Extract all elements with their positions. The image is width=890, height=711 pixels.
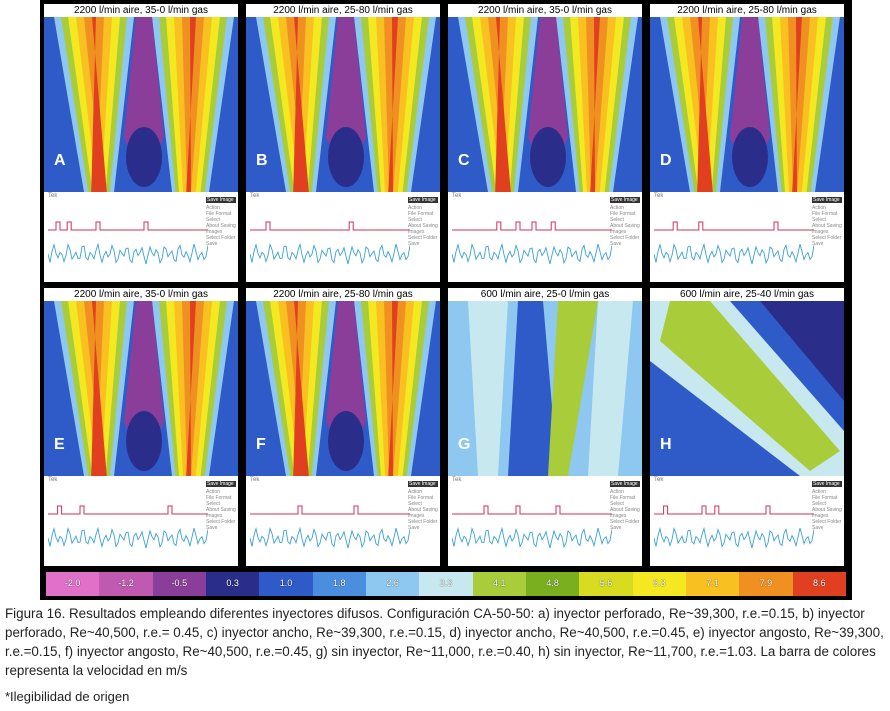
panel-b: 2200 l/min aire, 25-80 l/min gas B Tek Save…	[246, 4, 440, 282]
flow-map-image	[650, 301, 844, 476]
colorbar-label: 6.3	[653, 578, 666, 588]
flow-map-image	[44, 301, 238, 476]
scope-side-menu: Save Image Action File Format Select About S…	[812, 197, 842, 247]
colorbar-segment: -0.5	[152, 572, 206, 596]
oscilloscope-trace: Tek Save Image Action File Format Select Abou…	[448, 476, 642, 566]
scope-brand: Tek	[452, 193, 462, 199]
scope-brand: Tek	[654, 193, 664, 199]
panel-letter: F	[256, 436, 266, 453]
colorbar-label: 4.1	[493, 578, 506, 588]
panel-title: 2200 l/min aire, 35-0 l/min gas	[448, 4, 642, 17]
colorbar-label: 5.6	[599, 578, 613, 588]
oscilloscope-trace: Tek Save Image Action File Format Select Abou…	[650, 476, 844, 566]
panel-letter: C	[458, 152, 470, 169]
colorbar-label: 1.0	[279, 578, 293, 588]
colorbar-label: 0.3	[226, 578, 239, 588]
panel-a: 2200 l/min aire, 35-0 l/min gas A Tek Save …	[44, 4, 238, 282]
colorbar-label: 7.1	[706, 578, 719, 588]
panel-letter: G	[458, 436, 471, 453]
panel-h: 600 l/min aire, 25-40 l/min gas H Tek Save …	[650, 288, 844, 566]
panel-title: 2200 l/min aire, 35-0 l/min gas	[44, 288, 238, 301]
flow-map-image	[650, 17, 844, 192]
panel-title: 2200 l/min aire, 25-80 l/min gas	[650, 4, 844, 17]
colorbar-label: 2.6	[386, 578, 399, 588]
scope-side-menu: Save Image Action File Format Select About S…	[610, 481, 640, 531]
scope-side-menu: Save Image Action File Format Select About S…	[408, 481, 438, 531]
panel-letter: H	[660, 436, 672, 453]
scope-side-menu: Save Image Action File Format Select About S…	[408, 197, 438, 247]
flow-map-image	[448, 301, 642, 476]
scope-side-menu: Save Image Action File Format Select About S…	[610, 197, 640, 247]
panel-letter: D	[660, 152, 672, 169]
illegibility-note: *Ilegibilidad de origen	[5, 689, 130, 704]
scope-brand: Tek	[48, 193, 58, 199]
panel-letter: A	[54, 152, 66, 169]
colorbar-label: 8.6	[813, 578, 826, 588]
scope-side-menu: Save Image Action File Format Select About S…	[812, 481, 842, 531]
panel-letter: E	[54, 436, 65, 453]
panel-c: 2200 l/min aire, 35-0 l/min gas C Tek Save …	[448, 4, 642, 282]
panel-title: 2200 l/min aire, 25-80 l/min gas	[246, 4, 440, 17]
scope-brand: Tek	[452, 477, 462, 483]
panel-d: 2200 l/min aire, 25-80 l/min gas D Tek Save…	[650, 4, 844, 282]
flow-map-image	[246, 17, 440, 192]
save-image-label: Save Image	[408, 197, 438, 203]
scope-brand: Tek	[48, 477, 58, 483]
velocity-colorbar: -2.0 -1.2 -0.5 0.3 1.0 1.8 2.6 3.3 4.1 4.8 5.6 6.3 7…	[46, 572, 846, 596]
oscilloscope-trace: Tek Save Image Action File Format Select Abou…	[246, 476, 440, 566]
save-image-label: Save Image	[610, 197, 640, 203]
oscilloscope-trace: Tek Save Image Action File Format Select Abou…	[246, 192, 440, 282]
save-image-label: Save Image	[206, 197, 236, 203]
flow-map-image	[246, 301, 440, 476]
panel-f: 2200 l/min aire, 25-80 l/min gas F Tek Save…	[246, 288, 440, 566]
colorbar-segment: -1.2	[99, 572, 153, 596]
colorbar-label: 7.9	[759, 578, 773, 588]
scope-brand: Tek	[654, 477, 664, 483]
oscilloscope-trace: Tek Save Image Action File Format Select Abou…	[650, 192, 844, 282]
panel-title: 600 l/min aire, 25-0 l/min gas	[448, 288, 642, 301]
save-image-label: Save Image	[812, 481, 842, 487]
scope-brand: Tek	[250, 193, 260, 199]
save-image-label: Save Image	[408, 481, 438, 487]
scope-side-menu: Save Image Action File Format Select About S…	[206, 481, 236, 531]
colorbar-label: -2.0	[64, 578, 81, 588]
panel-e: 2200 l/min aire, 35-0 l/min gas E Tek Save …	[44, 288, 238, 566]
flow-map-image	[448, 17, 642, 192]
oscilloscope-trace: Tek Save Image Action File Format Select Abou…	[44, 192, 238, 282]
figure-caption: Figura 16. Resultados empleando diferent…	[5, 606, 884, 678]
colorbar-segment: 1.0	[259, 572, 313, 596]
scope-side-menu: Save Image Action File Format Select About S…	[206, 197, 236, 247]
panel-g: 600 l/min aire, 25-0 l/min gas G Tek Save I…	[448, 288, 642, 566]
save-image-label: Save Image	[206, 481, 236, 487]
colorbar-segment: 5.6	[579, 572, 633, 596]
colorbar-segment: 4.8	[525, 572, 580, 596]
save-image-label: Save Image	[812, 197, 842, 203]
colorbar-label: -0.5	[171, 578, 188, 588]
panel-title: 600 l/min aire, 25-40 l/min gas	[650, 288, 844, 301]
colorbar-label: -1.2	[118, 578, 134, 588]
colorbar-segment: 1.8	[312, 572, 366, 596]
flow-map-image	[44, 17, 238, 192]
colorbar-label: 1.8	[333, 578, 346, 588]
colorbar-segment: 6.3	[632, 572, 686, 596]
colorbar-segment: 8.6	[792, 572, 846, 596]
panel-title: 2200 l/min aire, 25-80 l/min gas	[246, 288, 440, 301]
colorbar-label: 4.8	[546, 578, 559, 588]
panel-title: 2200 l/min aire, 35-0 l/min gas	[44, 4, 238, 17]
figure-panels: 2200 l/min aire, 35-0 l/min gas A Tek Save …	[40, 0, 852, 600]
colorbar-segment: -2.0	[46, 572, 100, 596]
colorbar-label: 3.3	[439, 578, 453, 588]
save-image-label: Save Image	[610, 481, 640, 487]
oscilloscope-trace: Tek Save Image Action File Format Select Abou…	[448, 192, 642, 282]
scope-brand: Tek	[250, 477, 260, 483]
colorbar-segment: 7.9	[739, 572, 793, 596]
colorbar-segment: 0.3	[205, 572, 260, 596]
oscilloscope-trace: Tek Save Image Action File Format Select Abou…	[44, 476, 238, 566]
colorbar-segment: 7.1	[685, 572, 740, 596]
colorbar-segment: 4.1	[472, 572, 526, 596]
colorbar-segment: 3.3	[419, 572, 473, 596]
colorbar-segment: 2.6	[365, 572, 420, 596]
panel-letter: B	[256, 152, 268, 169]
